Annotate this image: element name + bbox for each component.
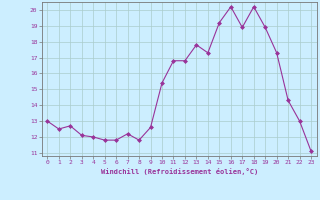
- X-axis label: Windchill (Refroidissement éolien,°C): Windchill (Refroidissement éolien,°C): [100, 168, 258, 175]
